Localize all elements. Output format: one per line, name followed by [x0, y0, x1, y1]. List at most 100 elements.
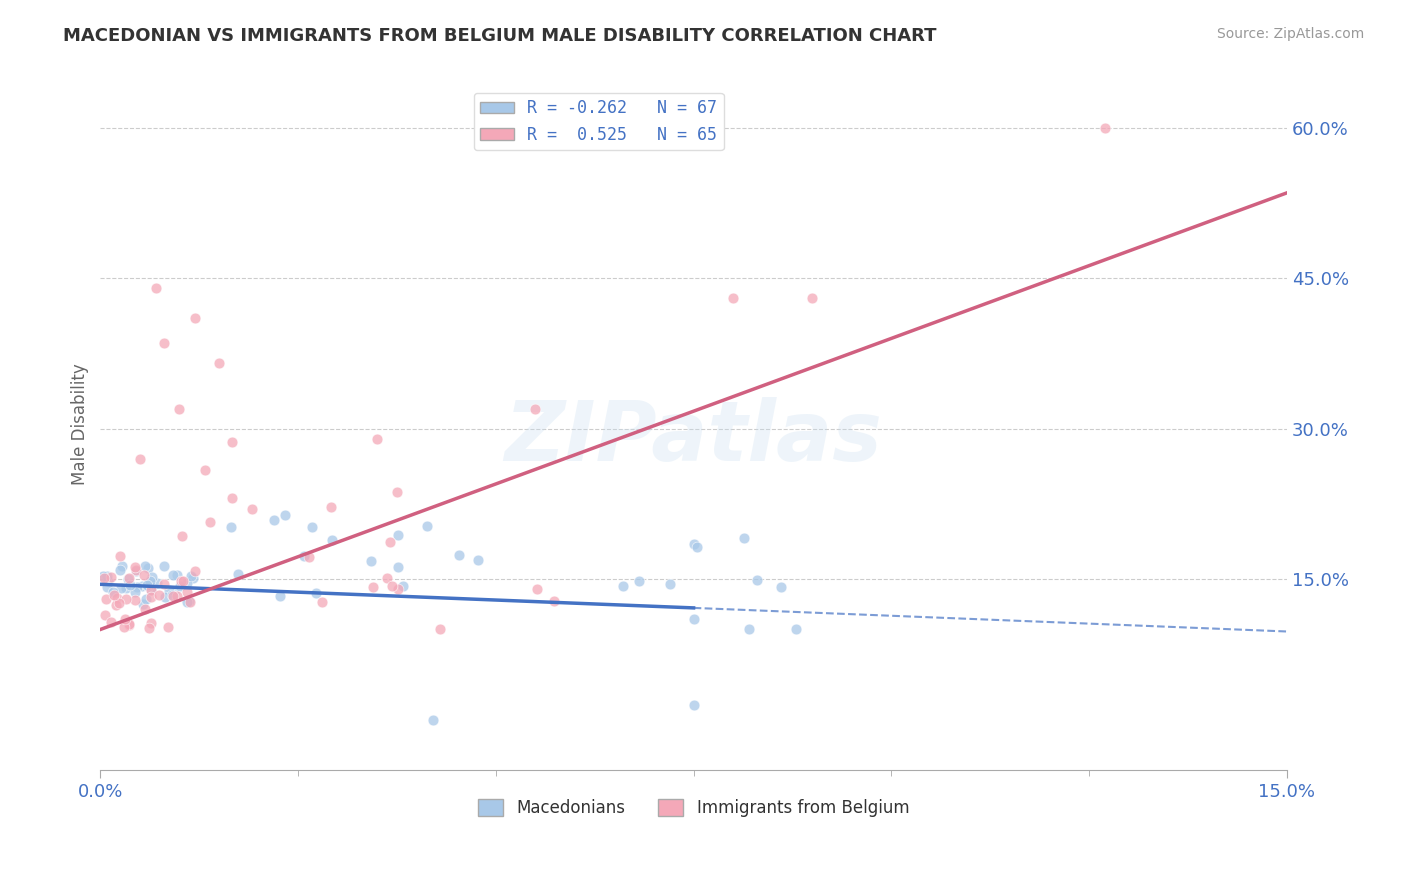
Point — [131, 579, 153, 593]
Point — [108, 596, 131, 610]
Point — [125, 563, 148, 577]
Point — [153, 590, 176, 604]
Y-axis label: Male Disability: Male Disability — [72, 363, 89, 484]
Point — [136, 579, 159, 593]
Point — [146, 576, 169, 591]
Point — [112, 620, 135, 634]
Point — [153, 558, 176, 573]
Point — [141, 583, 163, 598]
Point — [100, 615, 122, 629]
Point — [108, 563, 131, 577]
Point — [801, 291, 824, 305]
Point — [141, 582, 163, 597]
Point — [682, 698, 704, 712]
Point — [136, 561, 159, 575]
Point — [157, 620, 180, 634]
Point — [179, 594, 201, 608]
Point — [208, 357, 231, 371]
Point — [111, 559, 134, 574]
Point — [422, 713, 444, 727]
Point — [157, 583, 180, 598]
Point — [392, 579, 415, 593]
Point — [682, 537, 704, 551]
Point — [91, 569, 114, 583]
Point — [169, 579, 191, 593]
Point — [416, 519, 439, 533]
Point — [387, 484, 409, 499]
Point — [543, 594, 565, 608]
Text: ZIPatlas: ZIPatlas — [505, 397, 883, 478]
Point — [169, 401, 191, 416]
Point — [176, 585, 198, 599]
Point — [685, 540, 707, 554]
Point — [110, 581, 132, 595]
Point — [94, 607, 117, 622]
Point — [526, 582, 548, 596]
Point — [785, 623, 807, 637]
Point — [198, 515, 221, 529]
Point — [120, 578, 142, 592]
Point — [429, 622, 451, 636]
Point — [301, 520, 323, 534]
Point — [387, 527, 409, 541]
Point — [321, 533, 343, 547]
Point — [170, 574, 193, 588]
Point — [134, 602, 156, 616]
Point — [221, 434, 243, 449]
Point — [125, 564, 148, 578]
Point — [115, 591, 138, 606]
Point — [135, 592, 157, 607]
Point — [319, 500, 342, 514]
Point — [124, 585, 146, 599]
Point — [176, 595, 198, 609]
Point — [366, 432, 388, 446]
Point — [612, 579, 634, 593]
Point — [274, 508, 297, 522]
Point — [177, 593, 200, 607]
Point — [118, 616, 141, 631]
Point — [263, 513, 285, 527]
Point — [141, 570, 163, 584]
Point — [298, 549, 321, 564]
Point — [363, 580, 385, 594]
Point — [129, 451, 152, 466]
Point — [733, 531, 755, 545]
Point — [240, 502, 263, 516]
Point — [117, 572, 139, 586]
Point — [721, 291, 744, 305]
Point — [467, 552, 489, 566]
Point — [162, 567, 184, 582]
Point — [114, 581, 136, 595]
Point — [628, 574, 651, 588]
Point — [118, 571, 141, 585]
Point — [152, 336, 174, 351]
Point — [524, 401, 547, 416]
Point — [745, 574, 768, 588]
Point — [94, 592, 117, 607]
Point — [375, 571, 398, 585]
Point — [138, 621, 160, 635]
Point — [449, 548, 471, 562]
Point — [181, 571, 204, 585]
Point — [770, 580, 793, 594]
Point — [1094, 120, 1116, 135]
Point — [105, 598, 128, 612]
Point — [682, 612, 704, 626]
Point — [139, 616, 162, 631]
Point — [96, 568, 118, 582]
Point — [311, 595, 333, 609]
Point — [172, 529, 194, 543]
Point — [110, 549, 132, 563]
Point — [141, 591, 163, 605]
Point — [194, 463, 217, 477]
Point — [100, 570, 122, 584]
Point — [152, 577, 174, 591]
Point — [134, 567, 156, 582]
Point — [124, 560, 146, 574]
Point — [145, 281, 167, 295]
Point — [219, 520, 242, 534]
Point — [659, 577, 682, 591]
Point — [166, 567, 188, 582]
Point — [148, 589, 170, 603]
Point — [162, 589, 184, 603]
